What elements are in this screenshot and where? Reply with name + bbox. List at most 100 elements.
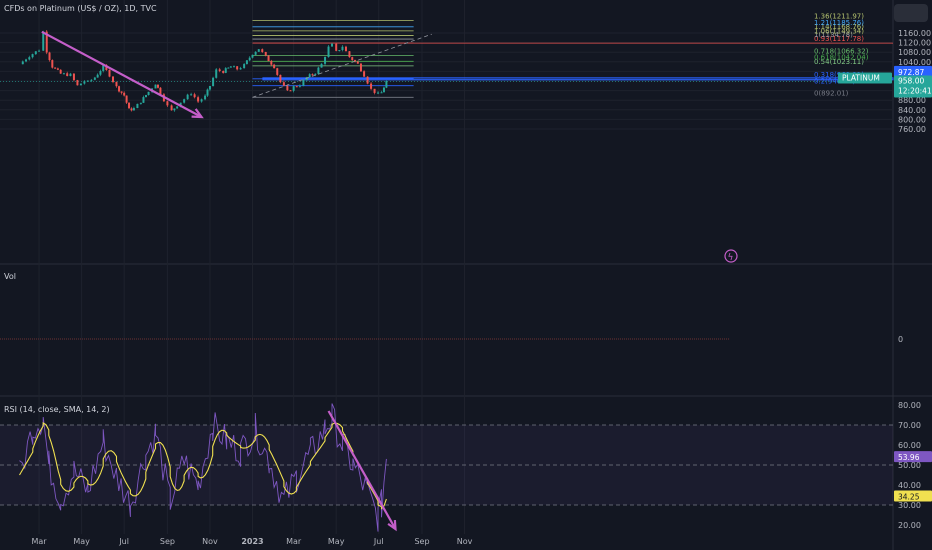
candle-body bbox=[31, 54, 34, 58]
rsi-arrow-head[interactable] bbox=[387, 519, 397, 532]
time-axis[interactable]: Mar May Jul Sep Nov 2023 Mar May Jul Sep Nov bbox=[32, 537, 473, 546]
price-candles[interactable] bbox=[21, 30, 388, 112]
time-tick-label: 2023 bbox=[241, 537, 263, 546]
candle-body bbox=[128, 102, 131, 109]
candle-body bbox=[99, 70, 102, 75]
time-tick-label: Mar bbox=[32, 537, 48, 546]
time-tick-label: Nov bbox=[202, 537, 218, 546]
volume-zero-label: 0 bbox=[898, 335, 903, 344]
candle-body bbox=[145, 95, 148, 98]
time-tick-label: May bbox=[328, 537, 345, 546]
candle-body bbox=[311, 74, 314, 76]
candle-body bbox=[115, 81, 118, 87]
rsi-label: RSI (14, close, SMA, 14, 2) bbox=[4, 405, 110, 414]
candle-body bbox=[261, 49, 264, 52]
candle-body bbox=[327, 46, 330, 58]
rsi-tick-label: 30.00 bbox=[898, 501, 921, 510]
time-tick-label: Jul bbox=[373, 537, 384, 546]
high-price-tag: 972.87 bbox=[898, 68, 924, 77]
candle-body bbox=[93, 77, 96, 80]
fib-level-label: 1.14(1168.76) bbox=[814, 23, 864, 31]
candle-body bbox=[222, 70, 225, 73]
candle-body bbox=[243, 64, 246, 69]
candle-body bbox=[154, 84, 157, 89]
candle-body bbox=[314, 73, 317, 75]
candle-body bbox=[338, 50, 341, 52]
fib-level-label: 1(1134.78) bbox=[814, 31, 853, 39]
dashed-trendline[interactable] bbox=[252, 33, 432, 98]
candle-body bbox=[331, 43, 334, 47]
downtrend-arrow-head[interactable] bbox=[191, 108, 204, 119]
candle-body bbox=[302, 80, 305, 86]
candle-body bbox=[257, 49, 260, 52]
candle-body bbox=[279, 74, 282, 83]
candle-body bbox=[370, 83, 373, 89]
candle-body bbox=[227, 67, 230, 69]
candle-body bbox=[359, 63, 362, 72]
candle-body bbox=[51, 60, 54, 68]
candle-body bbox=[273, 64, 276, 69]
candle-body bbox=[173, 108, 176, 111]
candle-body bbox=[348, 51, 351, 58]
candle-body bbox=[25, 59, 28, 62]
candle-body bbox=[382, 87, 385, 93]
candle-body bbox=[83, 81, 86, 84]
candle-body bbox=[282, 82, 285, 86]
candle-body bbox=[190, 94, 193, 96]
candle-body bbox=[298, 85, 301, 87]
price-tick-label: 800.00 bbox=[898, 115, 926, 124]
rsi-downtrend-arrow[interactable] bbox=[327, 410, 397, 530]
candle-body bbox=[295, 86, 298, 88]
candle-body bbox=[270, 61, 273, 65]
candle-body bbox=[208, 86, 211, 90]
trendline-drawings[interactable]: ϟ bbox=[41, 30, 738, 263]
volume-label: Vol bbox=[4, 272, 16, 281]
candle-body bbox=[21, 61, 24, 65]
candle-body bbox=[183, 99, 186, 103]
candle-body bbox=[308, 74, 311, 78]
candle-body bbox=[34, 51, 37, 55]
candle-body bbox=[224, 68, 227, 73]
candle-body bbox=[166, 101, 169, 106]
chart-title: CFDs on Platinum (US$ / OZ), 1D, TVC bbox=[4, 4, 157, 13]
rsi-indicator[interactable] bbox=[0, 403, 893, 532]
candle-body bbox=[335, 43, 338, 51]
bar-countdown: 12:20:41 bbox=[898, 86, 932, 95]
price-tick-label: 1040.00 bbox=[898, 58, 931, 67]
toolbar-toggle[interactable] bbox=[894, 4, 928, 22]
time-tick-label: Sep bbox=[414, 537, 429, 546]
candle-body bbox=[212, 77, 215, 87]
candle-body bbox=[130, 108, 133, 111]
candle-body bbox=[245, 60, 248, 65]
candle-body bbox=[324, 57, 327, 64]
candle-body bbox=[105, 65, 108, 70]
candle-body bbox=[292, 86, 295, 91]
candle-body bbox=[69, 73, 72, 77]
candle-body bbox=[320, 63, 323, 68]
rsi-value-tag-bg bbox=[894, 451, 932, 463]
blue-level-box[interactable] bbox=[262, 77, 894, 81]
candle-body bbox=[229, 66, 232, 68]
candle-body bbox=[363, 71, 366, 77]
price-badges: 972.87969.34958.0012:20:41PLATINUM53.963… bbox=[838, 65, 932, 502]
candle-body bbox=[54, 67, 57, 69]
fib-level-label: 1.21(1185.76) bbox=[814, 19, 864, 27]
candle-body bbox=[76, 80, 79, 86]
candle-body bbox=[111, 76, 114, 82]
candle-body bbox=[118, 86, 121, 92]
candle-body bbox=[380, 92, 383, 94]
candle-body bbox=[206, 89, 209, 96]
candle-body bbox=[90, 79, 93, 81]
candle-body bbox=[139, 102, 142, 104]
flash-icon[interactable] bbox=[724, 249, 738, 263]
price-tick-label: 840.00 bbox=[898, 106, 926, 115]
candle-body bbox=[28, 57, 31, 60]
candle-body bbox=[276, 68, 279, 75]
candle-body bbox=[200, 99, 203, 102]
candle-body bbox=[72, 73, 75, 81]
downtrend-arrow-line[interactable] bbox=[41, 30, 203, 118]
candle-body bbox=[248, 57, 251, 61]
candle-body bbox=[218, 69, 221, 71]
candle-body bbox=[264, 51, 267, 56]
